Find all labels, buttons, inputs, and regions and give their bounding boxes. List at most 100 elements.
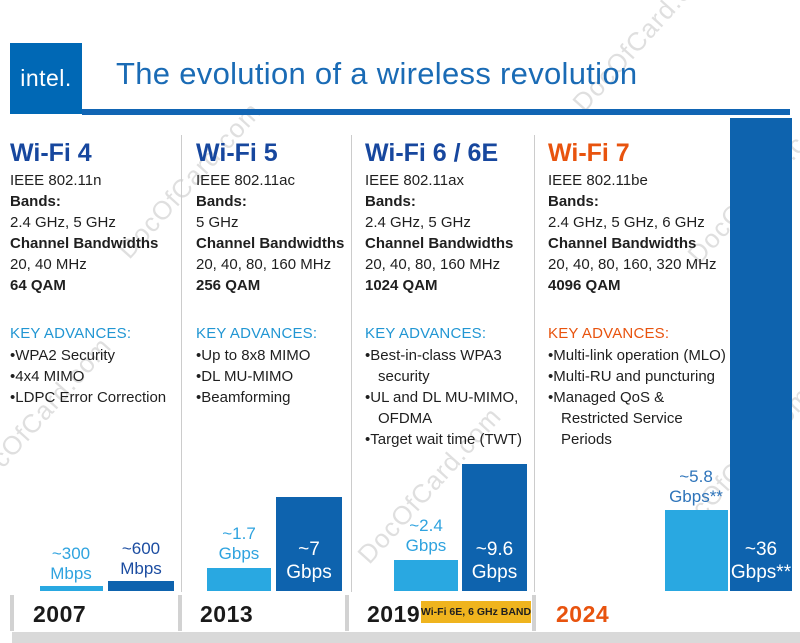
wifi5-modulation: 256 QAM bbox=[196, 277, 261, 294]
wifi7-column: Wi-Fi 7 IEEE 802.11be Bands: 2.4 GHz, 5 … bbox=[548, 138, 730, 450]
wifi6-low-bar bbox=[394, 560, 458, 591]
wifi4-high-bar bbox=[108, 581, 174, 591]
wifi6e-band-badge: Wi-Fi 6E, 6 GHz BAND bbox=[421, 601, 531, 623]
wifi6-modulation: 1024 QAM bbox=[365, 277, 438, 294]
advance-item: WPA2 Security bbox=[10, 345, 176, 366]
column-divider bbox=[181, 135, 182, 592]
advance-item: UL and DL MU-MIMO, OFDMA bbox=[365, 387, 527, 429]
speed-value: ~2.4 bbox=[409, 516, 443, 535]
wifi6-low-speed-label: ~2.4 Gbps bbox=[381, 516, 471, 556]
speed-unit: Gbps bbox=[286, 562, 332, 583]
advance-item: Target wait time (TWT) bbox=[365, 429, 527, 450]
advance-item: Managed QoS & Restricted Service Periods bbox=[548, 387, 730, 450]
advance-item: DL MU-MIMO bbox=[196, 366, 348, 387]
wifi4-title: Wi-Fi 4 bbox=[10, 139, 92, 167]
speed-unit: Gbps bbox=[405, 536, 447, 555]
timeline-tick bbox=[345, 595, 349, 631]
wifi4-bands: 2.4 GHz, 5 GHz bbox=[10, 214, 116, 231]
speed-unit: Gbps** bbox=[669, 487, 723, 506]
wifi7-high-bar: ~36 Gbps** bbox=[730, 118, 792, 591]
wifi5-low-speed-label: ~1.7 Gbps bbox=[194, 524, 284, 564]
wifi5-bandwidths: 20, 40, 80, 160 MHz bbox=[196, 256, 332, 273]
timeline-tick bbox=[532, 595, 536, 631]
wifi4-advances-list: WPA2 Security 4x4 MIMO LDPC Error Correc… bbox=[10, 345, 176, 408]
column-divider bbox=[351, 135, 352, 592]
year-2007: 2007 bbox=[33, 601, 87, 627]
advance-item: Beamforming bbox=[196, 387, 348, 408]
timeline-base-band bbox=[12, 632, 800, 643]
timeline-tick bbox=[10, 595, 14, 631]
wifi5-low-bar bbox=[207, 568, 271, 591]
wifi7-key-advances-label: KEY ADVANCES: bbox=[548, 325, 670, 342]
header-divider bbox=[82, 109, 790, 115]
wifi4-bandwidths: 20, 40 MHz bbox=[10, 256, 87, 273]
wifi5-bandwidths-label: Channel Bandwidths bbox=[196, 235, 345, 252]
intel-logo: intel. bbox=[10, 43, 82, 114]
year-2024: 2024 bbox=[556, 601, 610, 627]
wifi4-bandwidths-label: Channel Bandwidths bbox=[10, 235, 159, 252]
wifi5-title: Wi-Fi 5 bbox=[196, 139, 278, 167]
speed-value: ~9.6 bbox=[475, 539, 514, 560]
speed-value: ~5.8 bbox=[679, 467, 713, 486]
advance-item: Multi-link operation (MLO) bbox=[548, 345, 730, 366]
wifi6-standard: IEEE 802.11ax bbox=[365, 172, 464, 189]
wifi5-standard: IEEE 802.11ac bbox=[196, 172, 295, 189]
wifi5-column: Wi-Fi 5 IEEE 802.11ac Bands: 5 GHz Chann… bbox=[196, 138, 348, 408]
wifi7-low-speed-label: ~5.8 Gbps** bbox=[651, 467, 741, 507]
wifi6-high-bar: ~9.6 Gbps bbox=[462, 464, 527, 591]
speed-unit: Gbps bbox=[471, 562, 518, 583]
page-title: The evolution of a wireless revolution bbox=[116, 56, 638, 91]
wifi4-column: Wi-Fi 4 IEEE 802.11n Bands: 2.4 GHz, 5 G… bbox=[10, 138, 176, 408]
wifi4-low-speed-label: ~300 Mbps bbox=[26, 544, 116, 584]
speed-value: ~36 bbox=[744, 539, 778, 560]
advance-item: Multi-RU and puncturing bbox=[548, 366, 730, 387]
wifi7-advances-list: Multi-link operation (MLO) Multi-RU and … bbox=[548, 345, 730, 450]
wifi7-bands-label: Bands: bbox=[548, 193, 599, 210]
speed-unit: Mbps bbox=[50, 564, 92, 583]
wifi6-bands: 2.4 GHz, 5 GHz bbox=[365, 214, 471, 231]
wifi6-high-speed-label: ~9.6 Gbps bbox=[472, 538, 517, 591]
column-divider bbox=[534, 135, 535, 592]
year-2013: 2013 bbox=[200, 601, 254, 627]
wifi7-bandwidths-label: Channel Bandwidths bbox=[548, 235, 697, 252]
wifi6-bands-label: Bands: bbox=[365, 193, 416, 210]
speed-unit: Mbps bbox=[120, 559, 162, 578]
wifi4-standard: IEEE 802.11n bbox=[10, 172, 102, 189]
timeline-tick bbox=[178, 595, 182, 631]
wifi7-standard: IEEE 802.11be bbox=[548, 172, 648, 189]
advance-item: 4x4 MIMO bbox=[10, 366, 176, 387]
wifi5-bands: 5 GHz bbox=[196, 214, 239, 231]
speed-value: ~600 bbox=[121, 539, 161, 558]
speed-value: ~7 bbox=[298, 539, 320, 560]
year-2019: 2019 bbox=[367, 601, 421, 627]
advance-item: Up to 8x8 MIMO bbox=[196, 345, 348, 366]
wifi7-low-bar bbox=[665, 510, 728, 591]
wifi4-low-bar bbox=[40, 586, 103, 591]
speed-unit: Gbps** bbox=[730, 562, 792, 583]
wifi7-bandwidths: 20, 40, 80, 160, 320 MHz bbox=[548, 256, 717, 273]
wifi5-advances-list: Up to 8x8 MIMO DL MU-MIMO Beamforming bbox=[196, 345, 348, 408]
wifi4-modulation: 64 QAM bbox=[10, 277, 66, 294]
wifi6-bandwidths: 20, 40, 80, 160 MHz bbox=[365, 256, 501, 273]
speed-value: ~1.7 bbox=[222, 524, 256, 543]
speed-unit: Gbps bbox=[218, 544, 260, 563]
wifi5-key-advances-label: KEY ADVANCES: bbox=[196, 325, 318, 342]
wifi6-key-advances-label: KEY ADVANCES: bbox=[365, 325, 487, 342]
wifi4-bands-label: Bands: bbox=[10, 193, 61, 210]
wifi6-advances-list: Best-in-class WPA3 security UL and DL MU… bbox=[365, 345, 527, 450]
wifi5-high-speed-label: ~7 Gbps bbox=[286, 538, 331, 591]
speed-value: ~300 bbox=[51, 544, 91, 563]
wifi6-bandwidths-label: Channel Bandwidths bbox=[365, 235, 514, 252]
wifi5-high-bar: ~7 Gbps bbox=[276, 497, 342, 591]
wifi7-high-speed-label: ~36 Gbps** bbox=[731, 538, 791, 591]
advance-item: LDPC Error Correction bbox=[10, 387, 176, 408]
wifi7-bands: 2.4 GHz, 5 GHz, 6 GHz bbox=[548, 214, 705, 231]
wifi4-high-speed-label: ~600 Mbps bbox=[96, 539, 186, 579]
wifi7-modulation: 4096 QAM bbox=[548, 277, 621, 294]
wifi6-title: Wi-Fi 6 / 6E bbox=[365, 139, 499, 167]
wifi4-key-advances-label: KEY ADVANCES: bbox=[10, 325, 132, 342]
advance-item: Best-in-class WPA3 security bbox=[365, 345, 527, 387]
wifi5-bands-label: Bands: bbox=[196, 193, 247, 210]
wifi6-column: Wi-Fi 6 / 6E IEEE 802.11ax Bands: 2.4 GH… bbox=[365, 138, 527, 450]
